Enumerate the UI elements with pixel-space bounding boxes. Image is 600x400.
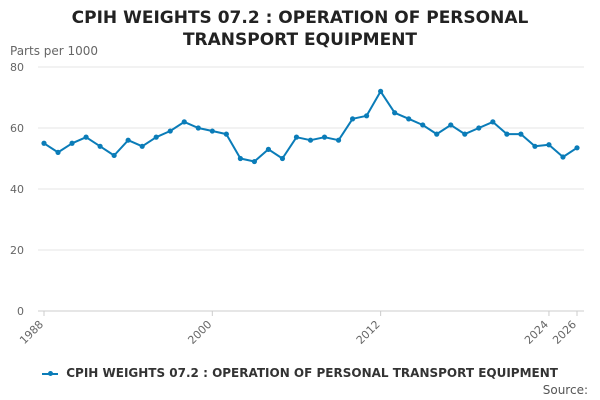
source-label: Source:	[542, 383, 588, 397]
x-tick-label-2000: 2000	[185, 318, 214, 347]
data-point[interactable]	[41, 140, 47, 146]
data-point[interactable]	[223, 131, 229, 137]
y-tick-label-0: 0	[17, 305, 24, 318]
x-tick-label-2024: 2024	[522, 318, 551, 347]
data-point[interactable]	[167, 128, 173, 134]
data-point[interactable]	[181, 119, 187, 125]
x-tick-label-1988: 1988	[17, 318, 46, 347]
series-line	[43, 90, 578, 163]
data-point[interactable]	[462, 131, 468, 137]
chart-title: CPIH WEIGHTS 07.2 : OPERATION OF PERSONA…	[0, 7, 600, 51]
legend-label: CPIH WEIGHTS 07.2 : OPERATION OF PERSONA…	[66, 366, 558, 380]
data-point[interactable]	[574, 145, 580, 151]
data-point[interactable]	[195, 125, 201, 131]
data-point[interactable]	[83, 134, 89, 140]
data-point[interactable]	[476, 125, 482, 131]
y-tick-label-40: 40	[10, 183, 24, 196]
data-point[interactable]	[420, 122, 426, 128]
gridlines	[38, 66, 584, 312]
data-point[interactable]	[293, 134, 300, 140]
data-point[interactable]	[504, 131, 510, 137]
data-point[interactable]	[364, 113, 370, 119]
data-point[interactable]	[237, 155, 243, 162]
data-point[interactable]	[265, 146, 272, 152]
chart-title-line-2: TRANSPORT EQUIPMENT	[182, 30, 418, 50]
data-point[interactable]	[532, 143, 538, 149]
data-point[interactable]	[335, 137, 342, 143]
data-point[interactable]	[392, 110, 398, 116]
data-point[interactable]	[434, 131, 440, 137]
series-group	[41, 88, 580, 165]
data-point[interactable]	[321, 134, 328, 140]
data-point[interactable]	[560, 154, 566, 160]
x-axis-ticks: 1988 2000 2012 2024 2026	[17, 311, 579, 347]
data-point[interactable]	[546, 142, 552, 148]
data-point[interactable]	[518, 131, 524, 137]
data-point[interactable]	[490, 119, 496, 125]
legend-line-icon	[42, 370, 59, 376]
data-point[interactable]	[406, 116, 412, 122]
y-tick-label-20: 20	[10, 244, 24, 257]
data-point[interactable]	[448, 122, 454, 128]
data-point[interactable]	[209, 128, 215, 134]
data-point[interactable]	[125, 137, 131, 143]
x-tick-label-2012: 2012	[354, 318, 383, 347]
data-point[interactable]	[153, 134, 159, 140]
y-tick-label-80: 80	[10, 61, 24, 74]
data-point[interactable]	[349, 116, 356, 122]
data-point[interactable]	[55, 149, 61, 155]
x-tick-label-2026: 2026	[550, 318, 579, 347]
data-point[interactable]	[97, 143, 103, 149]
data-point[interactable]	[251, 158, 257, 165]
data-point[interactable]	[279, 155, 286, 162]
data-point[interactable]	[139, 143, 145, 149]
data-point[interactable]	[111, 152, 117, 159]
data-point[interactable]	[69, 140, 75, 146]
y-tick-label-60: 60	[10, 122, 24, 135]
data-point[interactable]	[378, 88, 384, 94]
chart-title-line-1: CPIH WEIGHTS 07.2 : OPERATION OF PERSONA…	[71, 8, 529, 28]
y-axis-label: Parts per 1000	[10, 44, 99, 58]
y-axis-ticks: 0 20 40 60 80	[10, 61, 24, 318]
legend[interactable]: CPIH WEIGHTS 07.2 : OPERATION OF PERSONA…	[0, 366, 600, 380]
data-point[interactable]	[307, 137, 314, 143]
